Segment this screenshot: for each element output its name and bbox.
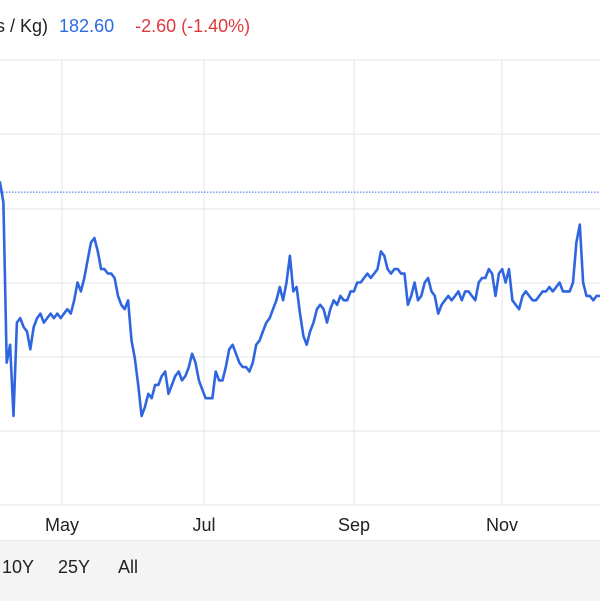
price-change: -2.60 (-1.40%)	[135, 16, 251, 36]
range-button-10y[interactable]: 10Y	[2, 557, 35, 577]
x-tick-label: Sep	[338, 515, 370, 535]
range-selector: 10Y 25Y All	[0, 540, 600, 601]
range-button-25y[interactable]: 25Y	[58, 557, 91, 577]
current-price: 182.60	[59, 16, 115, 36]
unit-label: s / Kg)	[0, 16, 49, 36]
x-tick-label: Nov	[486, 515, 518, 535]
x-tick-label: Jul	[192, 515, 215, 535]
price-line-chart: May Jul Sep Nov	[0, 59, 600, 535]
range-button-all[interactable]: All	[118, 557, 139, 577]
x-tick-label: May	[45, 515, 79, 535]
price-series-line	[0, 181, 600, 418]
price-header: s / Kg) 182.60 -2.60 (-1.40%)	[0, 12, 250, 40]
